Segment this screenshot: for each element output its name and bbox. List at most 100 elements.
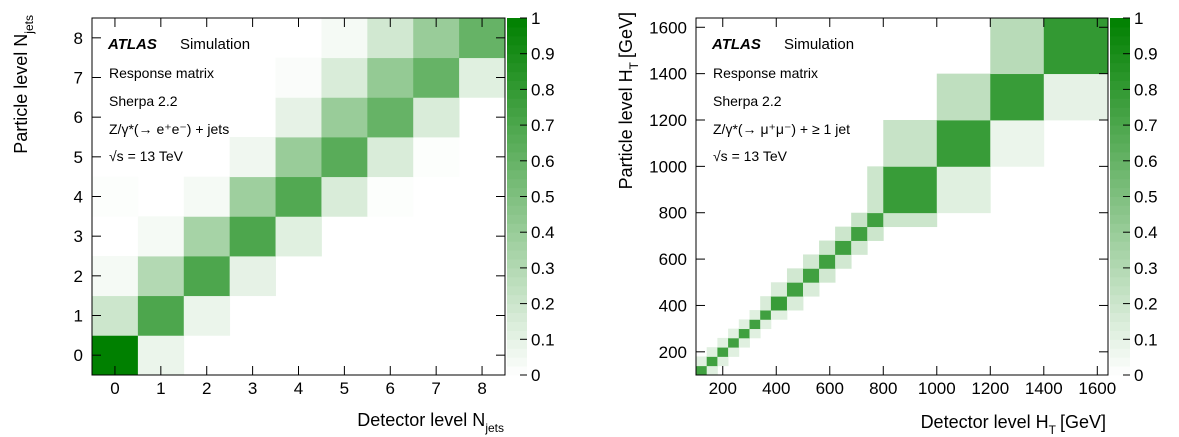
generator-label: Sherpa 2.2 [713, 93, 782, 109]
colorbar-swatch [1110, 258, 1130, 269]
generator-label: Sherpa 2.2 [109, 93, 178, 109]
heatmap-cell [760, 319, 772, 330]
heatmap-cell [819, 268, 836, 283]
heatmap-cell [936, 166, 991, 214]
colorbar-swatch [1110, 232, 1130, 242]
colorbar-swatch [507, 258, 527, 269]
heatmap-cell [706, 356, 718, 367]
colorbar-tick-label: 0.1 [531, 330, 555, 349]
heatmap-cell [867, 226, 884, 241]
y-tick-label: 1 [74, 307, 83, 326]
heatmap-cell [738, 319, 750, 330]
heatmap-cell [717, 337, 729, 348]
heatmap-cell [819, 254, 836, 269]
colorbar-tick-label: 0.7 [531, 116, 555, 135]
heatmap-cell [229, 216, 276, 257]
heatmap-cell [760, 296, 772, 311]
colorbar-tick-label: 0.5 [531, 188, 555, 207]
colorbar-tick-label: 0.2 [531, 295, 555, 314]
heatmap-cell [413, 137, 460, 178]
y-tick-label: 0 [74, 346, 83, 365]
colorbar-swatch [1110, 116, 1130, 126]
heatmap-cell [728, 347, 740, 357]
x-tick-label: 400 [762, 379, 790, 398]
colorbar-swatch [1110, 339, 1130, 349]
colorbar-tick-label: 0.4 [531, 223, 555, 242]
heatmap-cell [851, 240, 868, 255]
colorbar-swatch [1110, 348, 1130, 358]
colorbar-swatch [507, 214, 527, 224]
y-tick-label: 1000 [649, 157, 687, 176]
colorbar-swatch [507, 250, 527, 260]
heatmap-cell [728, 337, 740, 348]
colorbar-swatch [1110, 267, 1130, 278]
colorbar-swatch [1110, 303, 1130, 314]
process-label: Z/γ*(→ e⁺e⁻) + jets [109, 121, 229, 137]
x-tick-label: 5 [340, 379, 349, 398]
colorbar-swatch [1110, 205, 1130, 215]
heatmap-cell [137, 216, 185, 257]
colorbar-swatch [507, 71, 527, 81]
heatmap-cell [936, 120, 991, 167]
colorbar-tick-label: 0.3 [1134, 259, 1158, 278]
colorbar-tick-label: 0.4 [1134, 223, 1158, 242]
heatmap-cell [321, 97, 368, 138]
energy-label: √s = 13 TeV [713, 148, 788, 164]
right-heatmap-cells [696, 18, 1109, 376]
colorbar-tick-label: 0.7 [1134, 116, 1158, 135]
colorbar-swatch [1110, 107, 1130, 117]
colorbar-tick-label: 0.3 [531, 259, 555, 278]
colorbar-swatch [1110, 71, 1130, 81]
heatmap-cell [321, 176, 368, 217]
colorbar-swatch [507, 169, 527, 180]
heatmap-cell [275, 57, 322, 98]
heatmap-cell [867, 212, 884, 228]
colorbar-swatch [507, 321, 527, 331]
heatmap-cell [275, 176, 322, 217]
colorbar-swatch [1110, 178, 1130, 189]
colorbar-swatch [1110, 98, 1130, 108]
colorbar-swatch [1110, 187, 1130, 197]
colorbar-swatch [1110, 125, 1130, 135]
left-y-axis-title: Particle level Njets [11, 15, 36, 154]
colorbar-swatch [1110, 89, 1130, 99]
colorbar-swatch [1110, 294, 1130, 305]
heatmap-cell [803, 268, 820, 283]
colorbar-swatch [507, 348, 527, 358]
colorbar-swatch [507, 116, 527, 126]
x-tick-label: 0 [110, 379, 119, 398]
x-tick-label: 800 [869, 379, 897, 398]
x-tick-label: 8 [477, 379, 486, 398]
colorbar-swatch [1110, 35, 1130, 46]
colorbar-swatch [1110, 196, 1130, 206]
colorbar-swatch [507, 223, 527, 233]
heatmap-cell [835, 254, 852, 269]
simulation-label: Simulation [180, 36, 250, 53]
colorbar-swatch [507, 330, 527, 340]
colorbar-swatch [507, 267, 527, 278]
colorbar-swatch [507, 125, 527, 135]
heatmap-cell [321, 57, 368, 98]
colorbar-tick-label: 0.6 [1134, 152, 1158, 171]
heatmap-cell [867, 166, 884, 214]
heatmap-cell [1043, 73, 1109, 121]
y-tick-label: 2 [74, 267, 83, 286]
colorbar-swatch [507, 178, 527, 189]
y-tick-label: 8 [74, 29, 83, 48]
colorbar-swatch [507, 44, 527, 55]
y-tick-label: 1400 [649, 65, 687, 84]
colorbar-swatch [1110, 214, 1130, 224]
right-plot-frame [695, 17, 1109, 376]
colorbar-swatch [507, 232, 527, 242]
heatmap-cell [183, 295, 231, 336]
heatmap-cell [367, 176, 414, 217]
heatmap-cell [990, 73, 1045, 121]
y-tick-label: 6 [74, 108, 83, 127]
colorbar-swatch [507, 285, 527, 296]
heatmap-cell [137, 295, 185, 336]
colorbar-tick-label: 0.8 [531, 80, 555, 99]
heatmap-cell [738, 337, 750, 348]
y-tick-label: 4 [74, 188, 83, 207]
right-x-axis-title: Detector level HT [GeV] [921, 412, 1106, 437]
colorbar-swatch [1110, 241, 1130, 251]
